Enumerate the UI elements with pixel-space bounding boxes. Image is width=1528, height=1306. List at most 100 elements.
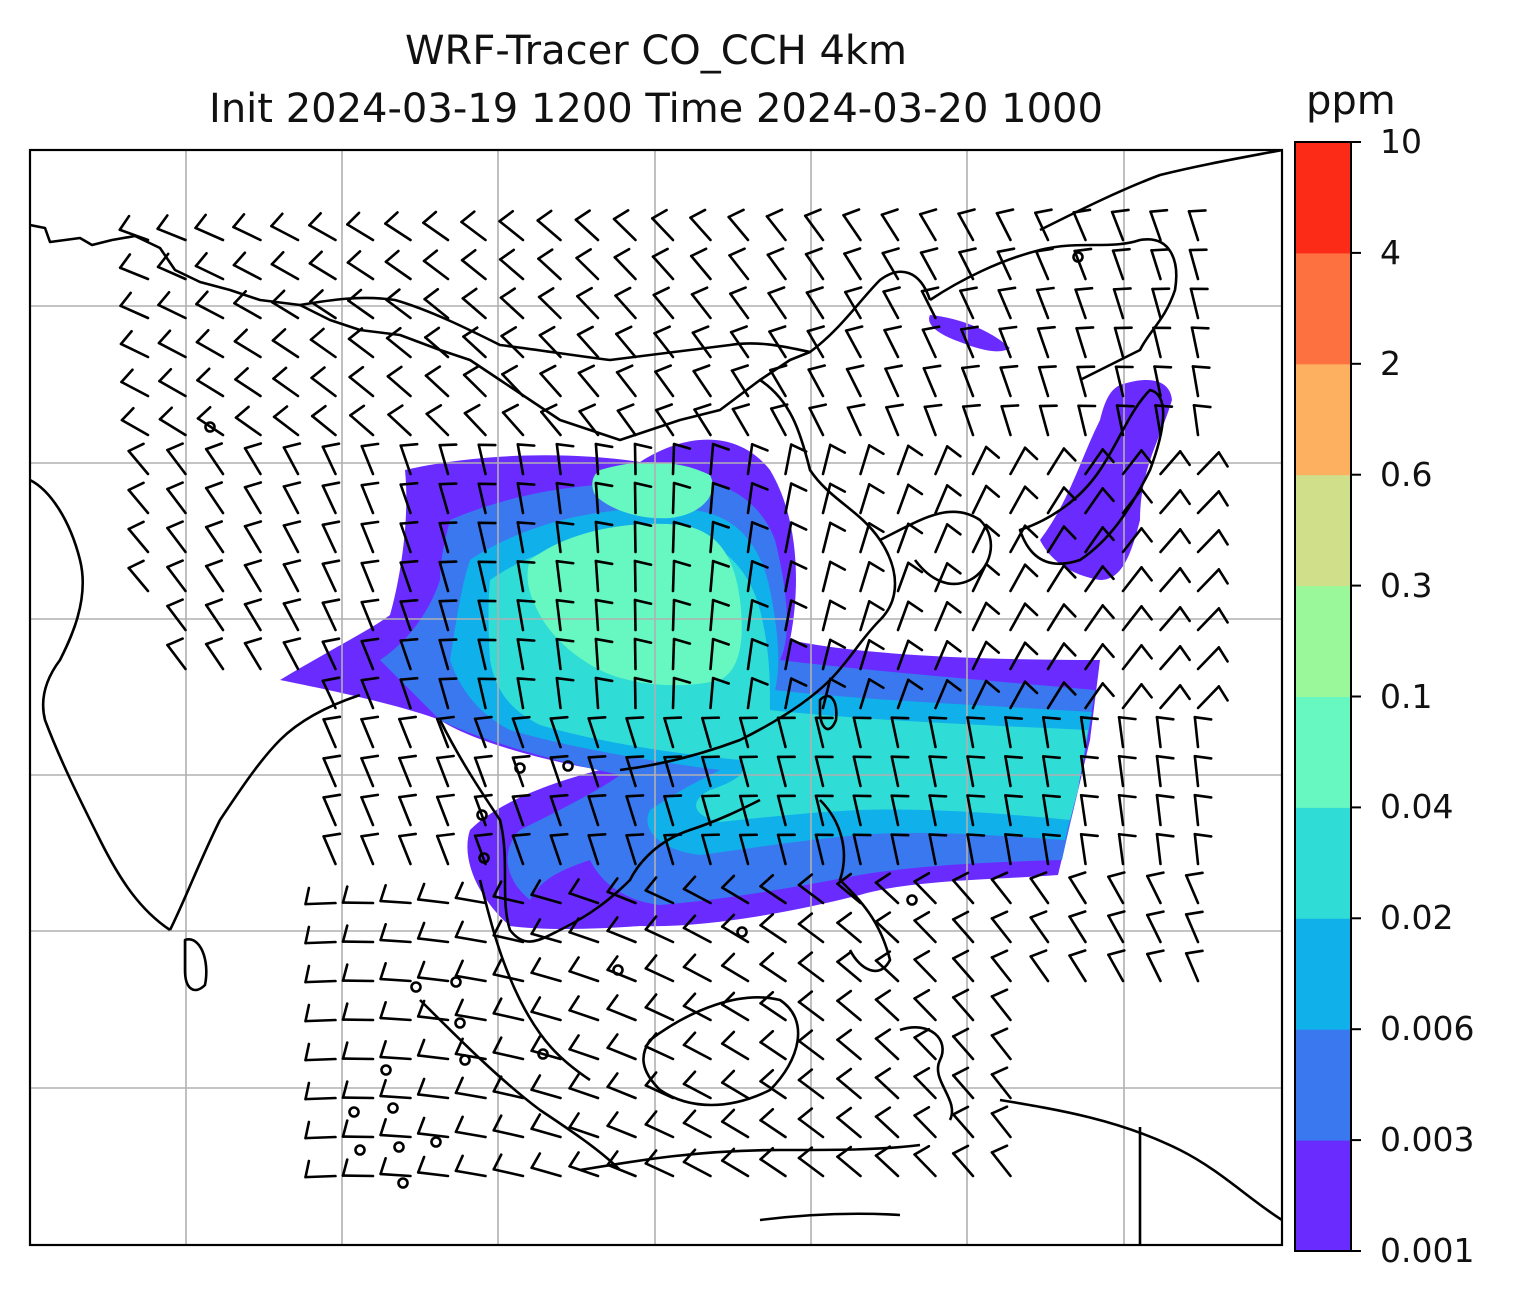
wind-barb [720,874,750,905]
wind-barb [204,598,225,632]
wind-barb [896,561,924,593]
wind-barb [836,1145,862,1178]
wind-barb [1184,949,1204,983]
wind-barb [234,367,262,398]
wind-barb [874,1106,900,1139]
wind-barb [804,247,825,281]
wind-barb [1121,566,1153,593]
wind-barb [1009,563,1039,593]
wind-barb [454,1037,487,1061]
wind-barb [398,832,418,866]
wind-barb [1114,365,1134,398]
wind-barb [1155,793,1175,827]
wind-barb [885,403,905,437]
wind-barb [398,715,418,749]
wind-barb [663,794,683,827]
wind-barb [720,1147,750,1178]
plume-level-0-east [1040,380,1172,580]
wind-barb [492,1075,525,1100]
calm-wind-marker [430,1136,442,1148]
wind-barb [282,442,302,476]
wind-barb [379,1078,412,1100]
wind-barb [896,444,924,476]
wind-barb [874,872,900,905]
wind-barb [633,559,653,593]
wind-barb [119,291,150,320]
wind-barb [232,213,262,242]
wind-barb [1196,607,1229,632]
wind-barb [913,1144,937,1178]
wind-barb [473,754,493,788]
wind-barb [516,443,536,476]
wind-barb [516,560,536,593]
plume-level-4-north [592,462,713,519]
wind-barb [1009,446,1039,476]
wind-barb [633,481,653,515]
wind-barb [615,364,637,398]
wind-barb [1159,645,1191,671]
wind-barb [119,329,150,359]
wind-barb [797,873,825,905]
coast-malay-peninsula [478,879,591,1082]
wind-barb [882,286,901,320]
colorbar-segment [1295,918,1351,1030]
wind-barb [633,520,653,554]
wind-barb [204,559,225,593]
wind-barb [966,716,986,749]
wind-barb [272,366,300,398]
wind-barb [321,676,341,710]
wind-barb [594,637,614,671]
wind-barb [568,956,600,983]
wind-barb [233,328,262,359]
wind-barb [360,637,380,671]
wind-barb [516,482,536,515]
wind-barb [477,443,497,476]
wind-barb [852,794,872,827]
wind-barb [852,833,872,866]
wind-barb [423,287,450,320]
calm-wind-marker [450,976,462,988]
wind-barb [934,679,962,710]
wind-barb [1151,287,1171,320]
wind-barb [693,403,712,437]
wind-barb [196,367,225,398]
wind-barb [709,676,731,710]
wind-barb [555,559,575,593]
wind-barb [308,250,337,281]
wind-barb [435,715,455,749]
wind-barb [1046,642,1077,671]
colorbar-tick-label: 0.003 [1380,1120,1475,1160]
wind-barb [360,481,380,515]
wind-barb [814,794,834,827]
wind-barb [625,833,645,866]
wind-barb [1107,949,1126,983]
coast-sri-lanka [183,938,208,992]
wind-barb [576,325,600,359]
wind-barb [438,638,458,671]
wind-barb [1000,404,1020,437]
wind-barb [243,559,263,593]
wind-barb [127,559,150,593]
wind-barb [738,833,759,866]
wind-barb [998,325,1018,359]
wind-barb [385,326,412,359]
colorbar-segment [1295,585,1351,697]
wind-barb [859,678,885,710]
wind-barb [341,885,375,905]
wind-barb [701,716,721,749]
wind-barb [1084,487,1115,515]
wind-barb [322,754,342,788]
wind-barb [934,601,962,632]
wind-barb [158,406,187,437]
plume-level-0-north [929,315,1010,352]
wind-barb [1159,489,1191,515]
wind-barb [530,879,562,905]
wind-barb [821,521,847,554]
wind-barb [644,993,675,1022]
wind-barb [633,637,653,671]
wind-barb [127,520,150,554]
wind-barb [1149,208,1169,242]
wind-barb [243,598,263,632]
wind-barb [1084,682,1115,710]
